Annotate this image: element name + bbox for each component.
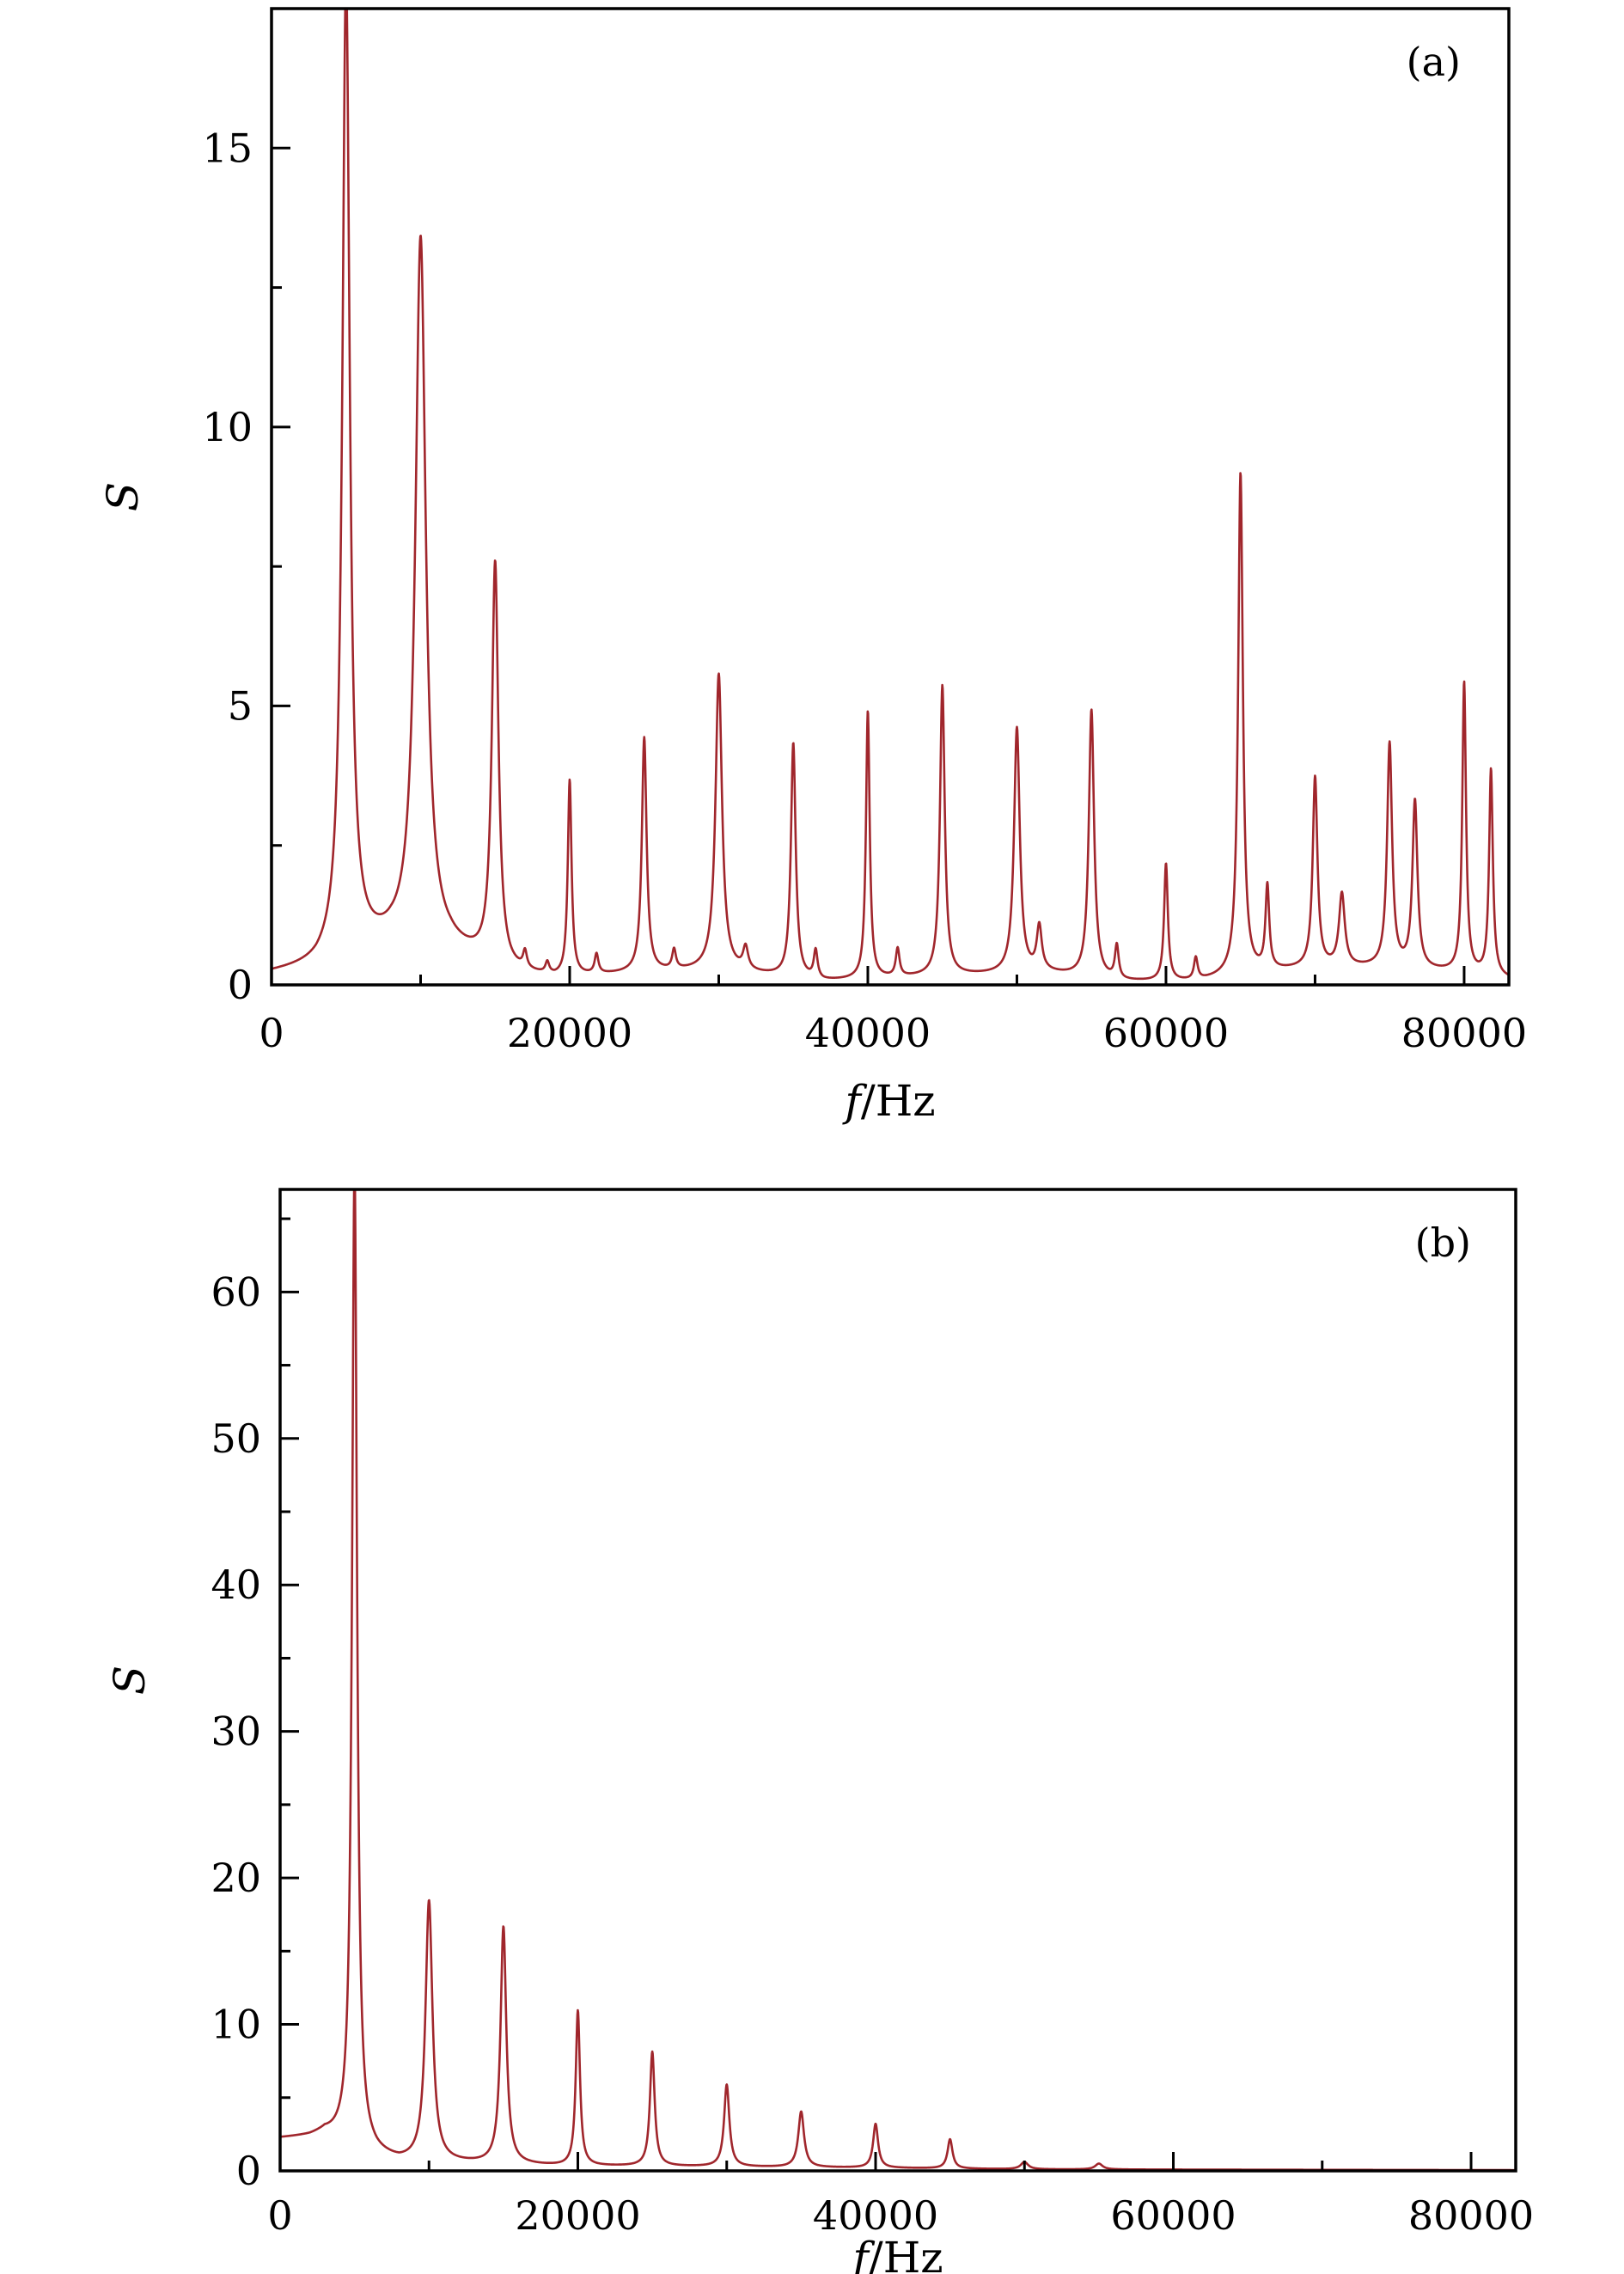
x-axis-label-a: f/Hz [841, 1076, 935, 1126]
y-tick-label-b: 20 [211, 1855, 261, 1901]
x-tick-label-a: 40000 [805, 1010, 931, 1056]
x-tick-label-a: 60000 [1103, 1010, 1229, 1056]
x-tick-label-b: 80000 [1408, 2192, 1534, 2239]
x-tick-label-a: 80000 [1401, 1010, 1527, 1056]
x-tick-label-b: 0 [267, 2192, 292, 2239]
x-tick-label-b: 60000 [1110, 2192, 1236, 2239]
plot-frame-a [270, 7, 1511, 987]
y-tick-label-a: 5 [228, 682, 253, 729]
y-tick-label-b: 60 [211, 1268, 261, 1315]
y-tick-label-b: 0 [236, 2148, 261, 2194]
y-tick-label-a: 0 [228, 962, 253, 1008]
plot-frame-b [278, 1188, 1517, 2173]
panel-a: 0 20000 40000 60000 80000 0 5 10 15 Sf/Hz (a) [98, 7, 1527, 1126]
y-tick-label-a: 10 [202, 404, 253, 450]
y-tick-label-b: 30 [211, 1709, 261, 1755]
x-tick-label-b: 40000 [813, 2192, 938, 2239]
series-line-b-0 [280, 1189, 1516, 2171]
series-line-a-0 [272, 9, 1509, 981]
x-tick-label-a: 20000 [507, 1010, 632, 1056]
y-tick-label-a: 15 [202, 125, 253, 171]
y-axis-label-a: S [98, 482, 148, 511]
panel-label-a: (a) [1407, 39, 1461, 85]
x-tick-label-a: 0 [259, 1010, 284, 1056]
panel-b: 0 20000 40000 60000 80000 0 10 20 30 40 50 60 Sf/Hz (… [105, 1188, 1534, 2274]
x-axis-label-unit-b: /Hz [869, 2233, 943, 2274]
y-tick-label-b: 10 [211, 2002, 261, 2048]
x-axis-label-unit-a: /Hz [861, 1076, 936, 1126]
y-tick-label-b: 50 [211, 1415, 261, 1462]
panel-label-b: (b) [1415, 1220, 1471, 1266]
x-axis-label-b: f/Hz [849, 2233, 943, 2274]
y-tick-label-b: 40 [211, 1562, 261, 1608]
x-tick-label-b: 20000 [515, 2192, 640, 2239]
y-axis-label-b: S [105, 1666, 155, 1695]
